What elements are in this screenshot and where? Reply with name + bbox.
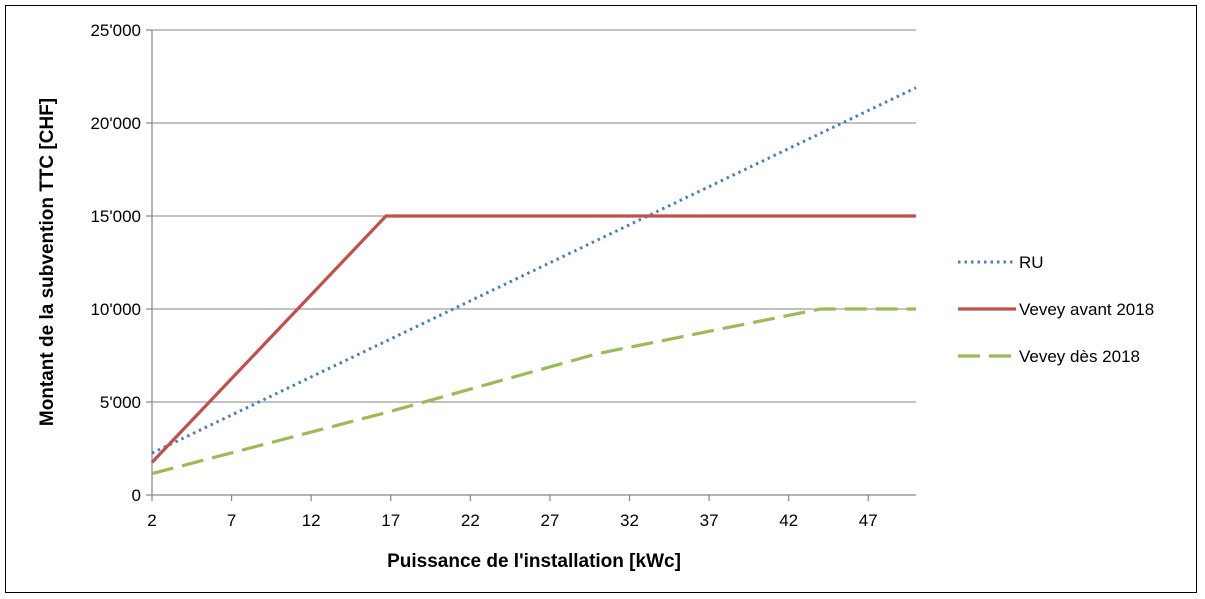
- x-tick-label: 22: [461, 511, 480, 530]
- x-ticks: 2 7 12 17 22 27 32 37 42 47: [147, 495, 878, 530]
- x-tick-label: 12: [302, 511, 321, 530]
- y-tick-label: 10'000: [90, 300, 141, 319]
- x-tick-label: 42: [779, 511, 798, 530]
- x-tick-label: 37: [700, 511, 719, 530]
- y-tick-label: 5'000: [100, 393, 141, 412]
- x-tick-label: 27: [540, 511, 559, 530]
- x-tick-label: 2: [147, 511, 156, 530]
- legend-label: RU: [1019, 253, 1044, 272]
- legend: RU Vevey avant 2018 Vevey dès 2018: [958, 253, 1154, 366]
- legend-label: Vevey dès 2018: [1019, 347, 1140, 366]
- y-tick-label: 20'000: [90, 114, 141, 133]
- x-tick-label: 17: [381, 511, 400, 530]
- x-axis-title: Puissance de l'installation [kWc]: [387, 551, 681, 572]
- series-line: [151, 86, 917, 455]
- series-line: [150, 214, 916, 464]
- x-tick-label: 7: [227, 511, 236, 530]
- axes: [151, 30, 916, 496]
- y-axis-title: Montant de la subvention TTC [CHF]: [37, 98, 58, 426]
- x-tick-label: 47: [859, 511, 878, 530]
- y-tick-label: 25'000: [90, 21, 141, 40]
- y-ticks: 0 5'000 10'000 15'000 20'000 25'000: [90, 21, 152, 505]
- legend-label: Vevey avant 2018: [1019, 300, 1154, 319]
- series-line: [151, 307, 916, 476]
- y-tick-label: 15'000: [90, 207, 141, 226]
- series-lines: [150, 86, 917, 476]
- x-tick-label: 32: [620, 511, 639, 530]
- y-tick-label: 0: [132, 486, 141, 505]
- grid-lines: [152, 29, 916, 403]
